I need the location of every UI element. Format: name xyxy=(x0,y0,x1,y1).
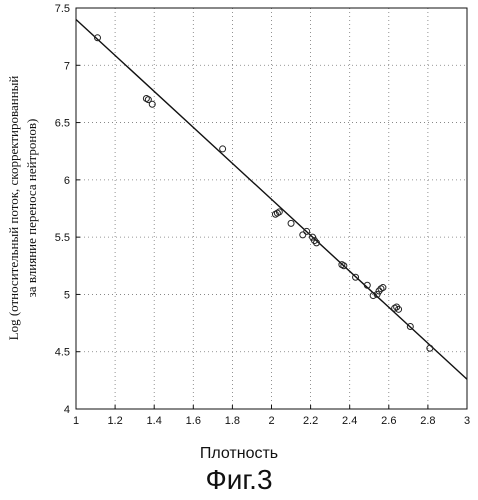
y-tick-label: 7.5 xyxy=(55,3,70,15)
data-point xyxy=(340,262,348,270)
data-point xyxy=(299,231,307,239)
fit-line-group xyxy=(75,18,468,380)
data-point xyxy=(144,96,152,104)
y-tick-label: 5 xyxy=(64,289,70,301)
x-tick-label: 1 xyxy=(73,415,79,427)
data-point xyxy=(94,34,102,42)
y-tick-label: 4.5 xyxy=(55,347,70,359)
y-tick-label: 7 xyxy=(64,60,70,72)
x-tick-label: 1.6 xyxy=(186,415,201,427)
grid xyxy=(76,8,467,409)
x-tick-label: 2 xyxy=(268,415,274,427)
data-point xyxy=(379,284,387,292)
data-point xyxy=(309,233,317,241)
data-point xyxy=(393,303,401,311)
data-point xyxy=(426,344,434,352)
data-point xyxy=(373,290,381,298)
y-axis-label-line-2: за влияние переноса нейтронов) xyxy=(24,119,39,298)
data-point xyxy=(303,227,311,235)
data-point xyxy=(363,281,371,289)
fit-line xyxy=(75,18,468,380)
figure-caption: Фиг.3 xyxy=(205,464,273,495)
x-tick-label: 1.4 xyxy=(147,415,162,427)
x-tick-label: 2.8 xyxy=(420,415,435,427)
data-point xyxy=(352,273,360,281)
x-axis-label: Плотность xyxy=(199,445,279,462)
x-tick-label: 1.2 xyxy=(107,415,122,427)
data-point xyxy=(148,100,156,108)
y-tick-label: 4 xyxy=(64,404,70,416)
x-tick-label: 2.6 xyxy=(381,415,396,427)
y-tick-label: 5.5 xyxy=(55,232,70,244)
data-point xyxy=(275,208,283,216)
data-point xyxy=(369,292,377,300)
data-point xyxy=(312,239,320,247)
x-tick-label: 1.8 xyxy=(225,415,240,427)
x-tick-label: 2.4 xyxy=(342,415,357,427)
data-point xyxy=(287,219,295,227)
y-tick-label: 6 xyxy=(64,175,70,187)
data-point xyxy=(219,145,227,153)
x-tick-label: 2.2 xyxy=(303,415,318,427)
y-axis-label-line-1: Log (относительный поток, скорректирован… xyxy=(6,76,21,341)
x-tick-label: 3 xyxy=(464,415,470,427)
y-tick-label: 6.5 xyxy=(55,118,70,130)
data-point xyxy=(395,305,403,313)
data-point xyxy=(406,323,414,331)
axis-ticks: 1 1.2 1.4 1.6 1.8 2 2.2 2.4 2.6 2.8 3 4 4.5 5 5.5 6 6.5 7… xyxy=(55,3,470,427)
data-point xyxy=(375,287,383,295)
data-point xyxy=(311,237,319,245)
data-points xyxy=(94,34,434,352)
